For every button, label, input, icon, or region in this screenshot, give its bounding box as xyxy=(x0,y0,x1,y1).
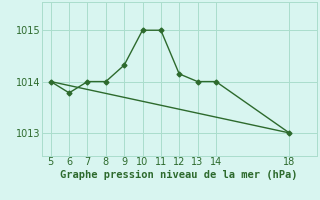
X-axis label: Graphe pression niveau de la mer (hPa): Graphe pression niveau de la mer (hPa) xyxy=(60,170,298,180)
